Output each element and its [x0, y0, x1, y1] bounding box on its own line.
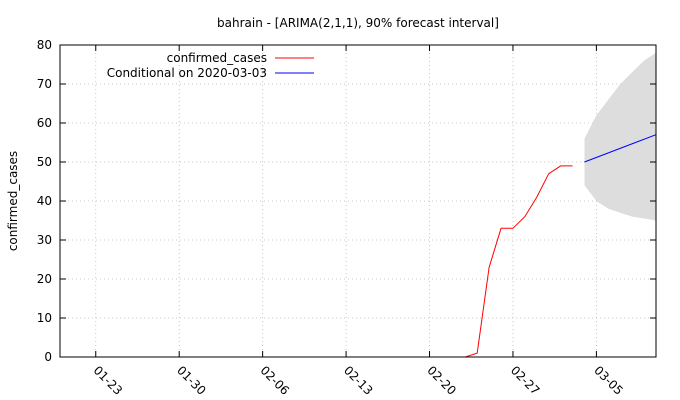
y-tick-label: 60: [37, 116, 52, 130]
x-tick-label: 02-20: [424, 363, 459, 398]
x-tick-label: 02-06: [258, 363, 293, 398]
y-tick-label: 80: [37, 38, 52, 52]
x-tick-label: 02-13: [341, 363, 376, 398]
y-tick-label: 40: [37, 194, 52, 208]
x-tick-label: 03-05: [591, 363, 626, 398]
forecast-interval: [584, 52, 656, 221]
y-tick-label: 30: [37, 233, 52, 247]
y-tick-label: 70: [37, 77, 52, 91]
y-tick-label: 50: [37, 155, 52, 169]
x-tick-label: 01-30: [174, 363, 209, 398]
series-lines: [465, 134, 657, 358]
series-line-confirmed-cases: [465, 165, 573, 358]
y-axis-label: confirmed_cases: [6, 151, 20, 251]
grid: [60, 45, 656, 357]
chart-title: bahrain - [ARIMA(2,1,1), 90% forecast in…: [217, 16, 499, 30]
forecast-interval-band: [584, 52, 656, 221]
x-tick-label: 02-27: [508, 363, 543, 398]
plot-frame: [59, 44, 657, 358]
series-line-conditional-forecast: [584, 134, 657, 163]
y-tick-label: 10: [37, 311, 52, 325]
y-tick-label: 0: [44, 350, 52, 364]
x-tick-label: 01-23: [91, 363, 126, 398]
y-tick-label: 20: [37, 272, 52, 286]
legend-label: confirmed_cases: [167, 51, 267, 65]
legend-label: Conditional on 2020-03-03: [107, 66, 267, 80]
